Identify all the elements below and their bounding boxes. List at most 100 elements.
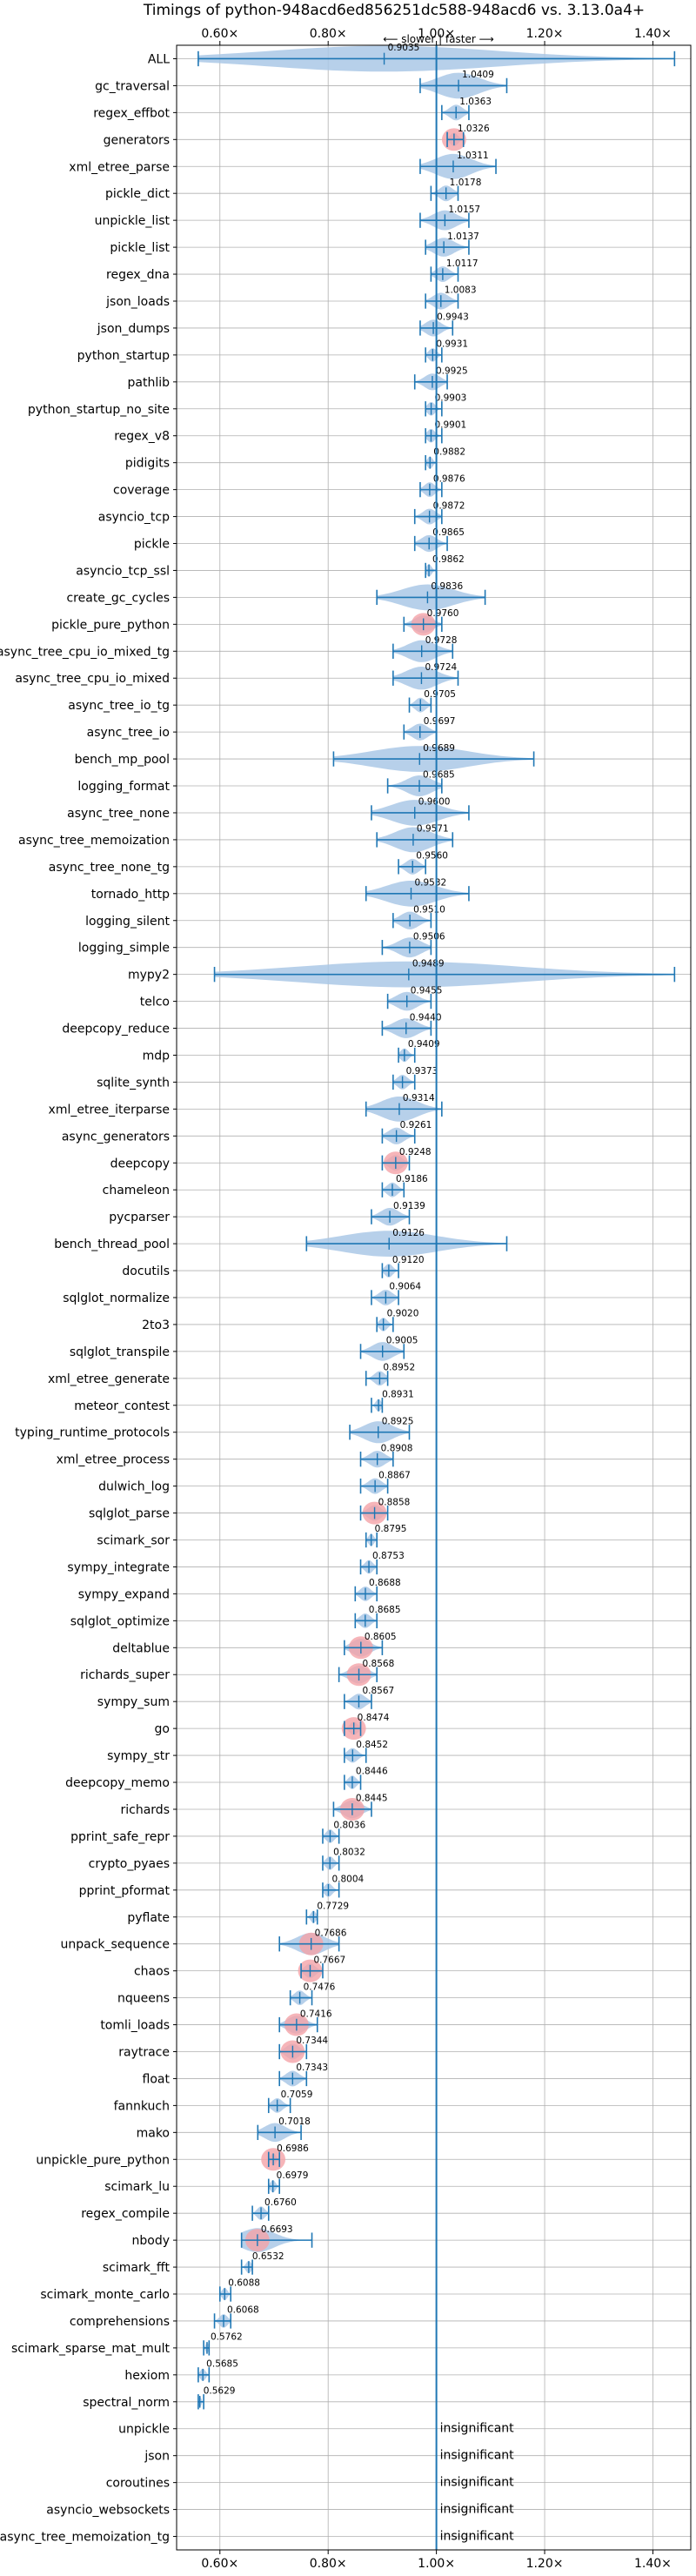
value-label: 0.9261 <box>400 1120 432 1130</box>
category-label: unpickle_pure_python <box>36 2153 170 2167</box>
value-label: 0.9373 <box>406 1066 438 1077</box>
value-label: 0.8795 <box>375 1524 407 1534</box>
value-label: 0.5629 <box>204 2386 236 2397</box>
value-label: 0.8605 <box>365 1632 397 1642</box>
value-label: 1.0178 <box>450 178 482 188</box>
value-label: 0.8931 <box>382 1390 414 1400</box>
category-label: xml_etree_iterparse <box>49 1103 170 1117</box>
value-label: 0.7018 <box>278 2116 311 2127</box>
value-label: 0.9506 <box>413 931 445 942</box>
category-label: pycparser <box>109 1211 170 1224</box>
value-label: 0.9862 <box>432 554 465 565</box>
value-label: 1.0157 <box>448 205 480 215</box>
value-label: 0.9120 <box>392 1255 425 1265</box>
category-label: hexiom <box>124 2369 170 2383</box>
value-label: 0.9571 <box>417 824 449 835</box>
value-label: 0.9532 <box>414 878 446 889</box>
category-label: nqueens <box>117 1992 170 2006</box>
category-label: sqlite_synth <box>97 1076 170 1090</box>
value-label: 0.6068 <box>227 2305 259 2316</box>
value-label: 0.8445 <box>356 1794 388 1804</box>
category-label: scimark_lu <box>104 2180 170 2194</box>
category-label: deepcopy_reduce <box>62 1023 170 1036</box>
value-label: 0.9876 <box>433 473 465 484</box>
category-label: pickle <box>134 538 170 552</box>
category-label: unpickle <box>118 2423 170 2437</box>
value-label: 0.8446 <box>356 1767 388 1777</box>
category-label: nbody <box>132 2234 171 2248</box>
category-label: generators <box>104 133 170 147</box>
insignificant-label: insignificant <box>440 2503 515 2517</box>
insignificant-label: insignificant <box>440 2530 515 2544</box>
category-label: sqlglot_normalize <box>63 1291 170 1305</box>
category-label: regex_v8 <box>114 430 170 444</box>
category-label: go <box>155 1722 170 1736</box>
x-tick-label-top: 1.00× <box>418 27 455 41</box>
category-label: richards_super <box>80 1668 170 1682</box>
category-label: gc_traversal <box>95 79 170 93</box>
category-label: asyncio_tcp <box>98 511 170 525</box>
value-label: 0.6760 <box>264 2197 297 2208</box>
category-label: xml_etree_parse <box>69 160 170 174</box>
category-label: scimark_sor <box>97 1534 170 1548</box>
value-label: 0.9689 <box>423 743 455 754</box>
value-label: 1.0117 <box>446 258 478 269</box>
category-label: coverage <box>113 484 170 498</box>
value-label: 0.8474 <box>358 1713 390 1723</box>
value-label: 0.8685 <box>369 1605 401 1615</box>
category-label: telco <box>140 996 170 1010</box>
category-label: deltablue <box>112 1641 170 1655</box>
category-label: spectral_norm <box>83 2396 170 2410</box>
value-label: 0.9724 <box>425 662 457 673</box>
value-label: 0.6986 <box>277 2143 309 2154</box>
value-label: 0.9903 <box>435 392 467 403</box>
insignificant-label: insignificant <box>440 2449 515 2463</box>
value-label: 0.7344 <box>296 2036 328 2046</box>
plot-frame <box>176 44 692 2551</box>
value-label: 0.9560 <box>416 851 448 862</box>
value-label: 0.9836 <box>431 581 463 592</box>
category-label: async_tree_cpu_io_mixed_tg <box>0 645 170 659</box>
value-label: 0.9931 <box>436 339 468 350</box>
value-label: 0.9872 <box>433 500 465 511</box>
category-label: async_tree_io_tg <box>68 699 170 713</box>
category-label: async_tree_memoization_tg <box>0 2531 170 2545</box>
value-label: 0.8036 <box>333 1821 365 1831</box>
category-label: tornado_http <box>91 888 170 902</box>
category-label: pyflate <box>127 1911 170 1925</box>
category-label: json_dumps <box>97 322 170 336</box>
value-label: 0.6693 <box>261 2224 293 2235</box>
value-label: 0.9901 <box>434 419 466 430</box>
category-label: python_startup <box>77 349 170 363</box>
value-label: 0.9685 <box>423 770 455 781</box>
category-label: unpack_sequence <box>61 1938 170 1952</box>
x-tick-label-bottom: 0.60× <box>201 2557 238 2571</box>
category-label: async_tree_io <box>87 726 170 740</box>
category-label: pickle_dict <box>105 187 171 201</box>
category-label: bench_thread_pool <box>54 1238 170 1251</box>
category-label: scimark_sparse_mat_mult <box>11 2342 170 2356</box>
value-label: 0.9455 <box>411 985 443 996</box>
value-label: 0.9600 <box>418 797 451 808</box>
value-label: 0.8032 <box>333 1848 365 1858</box>
value-label: 0.8004 <box>331 1875 364 1885</box>
value-label: 0.6088 <box>228 2278 260 2289</box>
value-label: 0.7476 <box>304 1982 336 1992</box>
category-label: sympy_sum <box>97 1695 170 1709</box>
value-label: 0.7667 <box>313 1955 345 1965</box>
category-label: meteor_contest <box>74 1399 170 1413</box>
category-label: sympy_str <box>107 1749 170 1763</box>
category-label: float <box>143 2072 171 2086</box>
x-tick-label-bottom: 1.20× <box>526 2557 564 2571</box>
value-label: 0.9186 <box>396 1174 428 1184</box>
category-label: mako <box>137 2126 170 2140</box>
value-label: 1.0083 <box>445 285 477 296</box>
category-label: json <box>144 2450 170 2464</box>
category-label: mypy2 <box>128 969 170 983</box>
category-label: deepcopy_memo <box>65 1776 170 1790</box>
category-label: ALL <box>148 52 170 66</box>
category-label: bench_mp_pool <box>75 753 170 767</box>
value-label: 0.9064 <box>389 1282 421 1292</box>
value-label: 0.9248 <box>399 1147 432 1157</box>
